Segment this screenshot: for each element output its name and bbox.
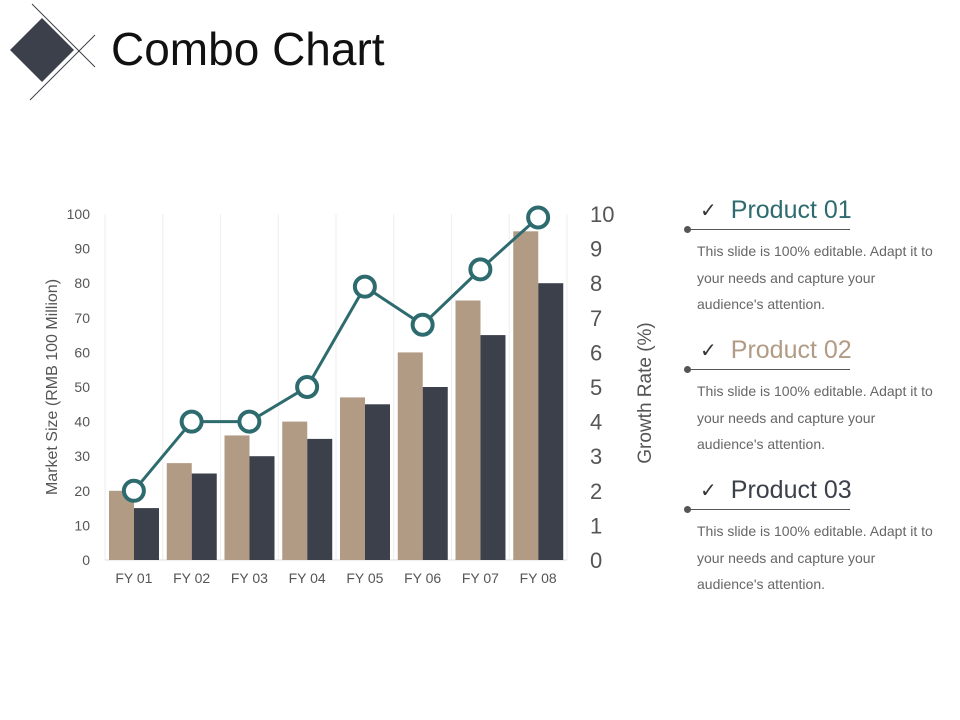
check-icon: ✓ (700, 480, 717, 502)
x-tick-label: FY 07 (462, 570, 499, 586)
bar-series1 (340, 397, 365, 560)
diamond-logo-icon (10, 3, 96, 101)
bar-series1 (166, 463, 192, 560)
y2-tick-label: 7 (590, 306, 602, 331)
bar-series2 (422, 387, 448, 560)
growth-point (295, 375, 320, 399)
product-01-block: ✓ Product 01 This slide is 100% editable.… (684, 196, 934, 318)
x-tick-label: FY 05 (346, 570, 383, 586)
product-title: Product 03 (730, 476, 852, 504)
divider (684, 366, 850, 373)
divider (684, 226, 850, 233)
growth-point (410, 312, 435, 337)
x-tick-label: FY 01 (115, 570, 152, 586)
check-icon: ✓ (700, 200, 717, 222)
y-tick-label: 0 (82, 552, 90, 568)
bar-series2 (249, 456, 275, 560)
bar-series2 (480, 335, 506, 560)
growth-point (237, 409, 262, 434)
y2-axis-title: Growth Rate (%) (635, 322, 656, 463)
y-tick-label: 80 (74, 275, 90, 291)
bar-series2 (365, 404, 390, 560)
y2-tick-label: 0 (590, 548, 602, 573)
bar-series1 (109, 490, 134, 560)
y2-tick-label: 8 (590, 271, 602, 296)
growth-point (468, 257, 493, 282)
y-tick-label: 60 (74, 344, 90, 360)
growth-point (121, 478, 146, 503)
y-tick-label: 30 (74, 448, 90, 464)
product-title: Product 02 (730, 336, 852, 364)
growth-point (179, 409, 204, 434)
product-desc: This slide is 100% editable. Adapt it to… (697, 383, 933, 452)
y-axis-title: Market Size (RMB 100 Million) (44, 279, 61, 495)
bar-series1 (513, 231, 539, 561)
check-icon: ✓ (700, 340, 717, 362)
y2-tick-label: 6 (590, 340, 602, 365)
bar-series2 (538, 283, 564, 560)
y-tick-label: 50 (74, 379, 90, 395)
x-tick-label: FY 03 (231, 570, 268, 586)
y-tick-label: 90 (74, 241, 90, 257)
page-title: Combo Chart (111, 23, 385, 75)
product-desc: This slide is 100% editable. Adapt it to… (697, 243, 933, 312)
product-02-block: ✓ Product 02 This slide is 100% editable.… (684, 336, 934, 458)
y-tick-label: 70 (74, 310, 90, 326)
divider (684, 506, 850, 513)
product-desc: This slide is 100% editable. Adapt it to… (697, 523, 933, 592)
bar-series2 (307, 438, 333, 560)
product-03-block: ✓ Product 03 This slide is 100% editable.… (684, 476, 934, 598)
y2-tick-label: 1 (590, 513, 602, 538)
y-tick-label: 100 (67, 206, 91, 222)
growth-point (352, 274, 377, 299)
y2-tick-label: 3 (590, 444, 602, 469)
product-title: Product 01 (730, 196, 852, 224)
y-tick-label: 10 (74, 517, 90, 533)
bar-series1 (455, 300, 481, 560)
bar-series2 (134, 508, 159, 560)
bar-series2 (191, 473, 217, 560)
bar-series1 (224, 435, 250, 560)
y2-tick-label: 5 (590, 375, 602, 400)
x-tick-label: FY 02 (173, 570, 210, 586)
y2-tick-label: 10 (590, 202, 614, 227)
y-tick-label: 20 (74, 483, 90, 499)
y2-tick-label: 9 (590, 237, 602, 262)
bar-series1 (397, 352, 423, 560)
bar-series1 (282, 421, 308, 560)
growth-point (526, 205, 551, 230)
combo-chart: 0 10 20 30 40 50 60 70 80 90 100 0 1 2 3 4 5 6 7 8 9 10 FY 01 F… (44, 202, 656, 586)
x-tick-label: FY 04 (289, 570, 326, 586)
y2-tick-label: 2 (590, 479, 602, 504)
x-tick-label: FY 08 (520, 570, 557, 586)
y-tick-label: 40 (74, 414, 90, 430)
x-tick-label: FY 06 (404, 570, 441, 586)
y2-tick-label: 4 (590, 410, 602, 435)
